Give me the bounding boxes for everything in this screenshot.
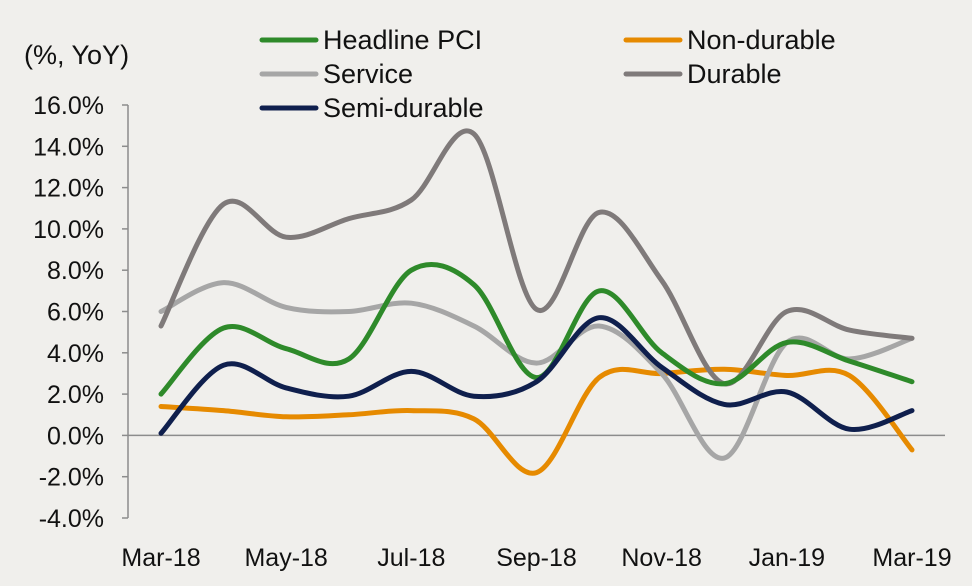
- series-line-semi-durable: [158, 315, 915, 436]
- x-tick-label: May-18: [244, 544, 327, 572]
- series-line-non-durable: [158, 366, 915, 476]
- x-tick-label: Mar-19: [872, 544, 951, 572]
- y-tick-label: 10.0%: [33, 216, 104, 244]
- y-tick-label: 4.0%: [47, 340, 104, 368]
- axes: 16.0% 14.0% 12.0% 10.0% 8.0% 6.0% 4.0% 2.0% 0.0%…: [33, 92, 951, 572]
- x-tick-label: Jan-19: [749, 544, 825, 572]
- y-tick-label: 6.0%: [47, 299, 104, 327]
- legend-label-service: Service: [323, 59, 413, 89]
- series-line-headline-pci: [158, 261, 915, 397]
- y-tick-label: 12.0%: [33, 175, 104, 203]
- legend-label-non-durable: Non-durable: [687, 25, 836, 55]
- legend-label-semi-durable: Semi-durable: [323, 93, 484, 123]
- legend: Headline PCI Service Semi-durable Non-durab…: [259, 25, 836, 123]
- legend-label-headline-pci: Headline PCI: [323, 25, 482, 55]
- y-axis-title: (%, YoY): [24, 40, 130, 70]
- x-tick-label: Nov-18: [621, 544, 702, 572]
- y-tick-label: 0.0%: [47, 422, 104, 450]
- y-tick-label: -2.0%: [39, 464, 104, 492]
- y-tick-label: 2.0%: [47, 381, 104, 409]
- y-tick-label: 16.0%: [33, 92, 104, 120]
- x-tick-label: Mar-18: [121, 544, 200, 572]
- y-tick-label: 14.0%: [33, 133, 104, 161]
- series-line-durable: [158, 128, 915, 387]
- x-tick-label: Jul-18: [377, 544, 445, 572]
- y-tick-label: 8.0%: [47, 257, 104, 285]
- legend-label-durable: Durable: [687, 59, 782, 89]
- series-lines: [158, 128, 915, 476]
- y-tick-label: -4.0%: [39, 505, 104, 533]
- x-tick-label: Sep-18: [496, 544, 577, 572]
